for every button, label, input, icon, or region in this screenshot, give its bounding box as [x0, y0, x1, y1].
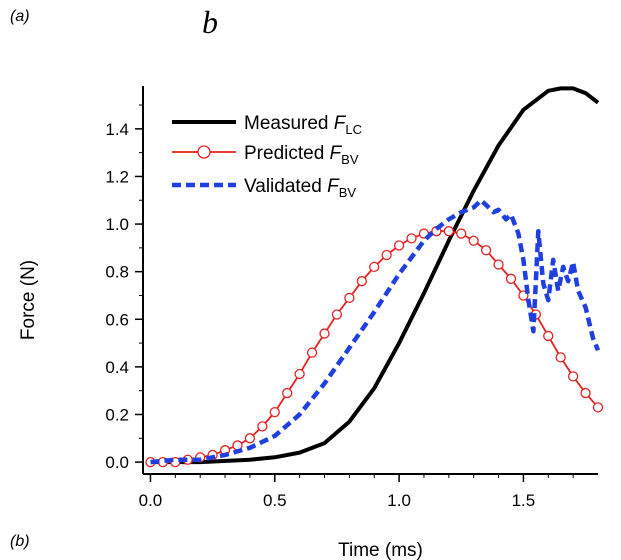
- y-tick-label: 1.2: [105, 167, 129, 186]
- data-point-predicted: [356, 276, 367, 287]
- panel-heading-b: b: [202, 4, 218, 40]
- x-axis-title: Time (ms): [338, 540, 423, 560]
- y-tick-label: 0.2: [105, 405, 129, 424]
- data-point-predicted: [319, 328, 330, 339]
- data-point-predicted: [282, 387, 293, 399]
- data-point-predicted: [443, 226, 454, 237]
- y-tick-label: 0.0: [105, 453, 129, 472]
- data-point-predicted: [468, 235, 479, 246]
- series-line-validated: [150, 198, 601, 465]
- data-point-predicted: [369, 261, 380, 273]
- data-point-predicted: [306, 347, 318, 358]
- data-point-predicted: [505, 273, 517, 284]
- series-line-measured: [150, 86, 600, 465]
- data-point-predicted: [543, 330, 554, 342]
- x-tick-label: 0.5: [263, 491, 287, 510]
- data-point-predicted: [555, 352, 566, 363]
- data-point-predicted: [344, 292, 355, 304]
- legend-label-predicted: Predicted FBV: [244, 143, 359, 167]
- data-point-predicted: [381, 249, 392, 261]
- y-tick-label: 1.0: [105, 215, 129, 234]
- data-point-predicted: [406, 233, 417, 244]
- data-point-predicted: [244, 433, 256, 444]
- panel-label-a: (a): [10, 8, 30, 25]
- legend: Measured FLC Predicted FBV Validated FBV: [172, 113, 362, 200]
- data-point-predicted: [493, 259, 504, 270]
- data-point-predicted: [331, 309, 343, 320]
- x-tick-label: 1.5: [512, 491, 536, 510]
- data-point-predicted: [480, 245, 492, 256]
- axes: 0.0 0.2 0.4 0.6 0.8 1.0 1.2 1.4 0.0 0.5 1.0 1.5 Time…: [18, 86, 598, 560]
- data-point-predicted: [580, 387, 591, 399]
- data-point-predicted: [257, 421, 268, 432]
- legend-marker-predicted: [197, 145, 211, 159]
- legend-label-measured: Measured FLC: [244, 113, 362, 137]
- y-tick-label: 0.6: [105, 310, 129, 329]
- y-tick-label: 1.4: [105, 120, 129, 139]
- data-point-predicted: [567, 371, 579, 382]
- panel-label-b: (b): [10, 533, 30, 550]
- y-tick-label: 0.8: [105, 263, 129, 282]
- data-point-predicted: [393, 240, 405, 251]
- data-point-predicted: [269, 406, 280, 418]
- data-point-predicted: [592, 402, 604, 413]
- y-tick-label: 0.4: [105, 358, 129, 377]
- x-tick-label: 0.0: [139, 491, 163, 510]
- y-axis-title: Force (N): [18, 260, 39, 340]
- data-point-predicted: [456, 228, 467, 239]
- x-tick-label: 1.0: [387, 491, 411, 510]
- legend-label-validated: Validated FBV: [244, 176, 356, 200]
- data-point-predicted: [294, 368, 305, 380]
- series-layer: [145, 86, 604, 468]
